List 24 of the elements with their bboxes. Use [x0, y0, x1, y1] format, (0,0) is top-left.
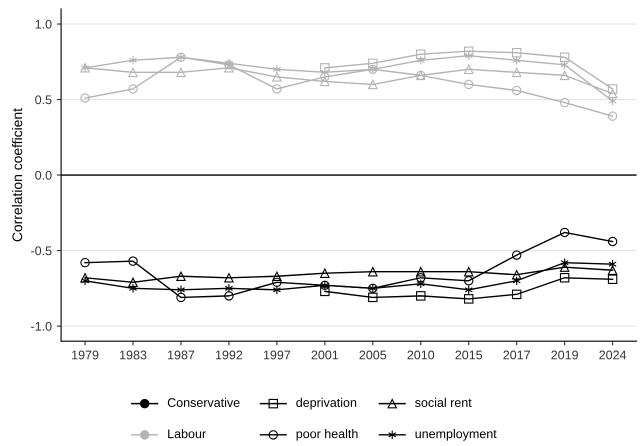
y-tick-label: -0.5: [31, 246, 52, 256]
x-tick-label: 2019: [551, 350, 578, 360]
x-tick-label: 1992: [216, 350, 242, 360]
x-tick-label: 2001: [312, 350, 338, 360]
x-tick-label: 2005: [360, 350, 386, 360]
x-tick-label: 2017: [503, 350, 530, 360]
y-axis-title: Correlation coefficient: [12, 108, 22, 242]
x-tick-label: 1987: [168, 350, 194, 360]
y-tick-label: -1.0: [31, 322, 52, 331]
x-tick-label: 2015: [455, 350, 482, 360]
x-tick-label: 1997: [264, 350, 290, 360]
text: Conservative: [168, 398, 240, 407]
text: social rent: [415, 398, 472, 407]
x-tick-label: 2024: [599, 350, 626, 360]
x-tick-label: 2010: [407, 350, 434, 360]
text: unemployment: [416, 429, 497, 441]
text: Labour: [168, 429, 206, 438]
text: poor health: [296, 429, 358, 441]
x-tick-label: 1983: [120, 350, 146, 360]
y-tick-label: 0.5: [35, 95, 52, 104]
y-tick-label: 0.0: [35, 170, 52, 180]
text: deprivation: [296, 398, 356, 410]
y-tick-label: 1.0: [36, 20, 52, 29]
x-tick-label: 1979: [72, 350, 98, 360]
